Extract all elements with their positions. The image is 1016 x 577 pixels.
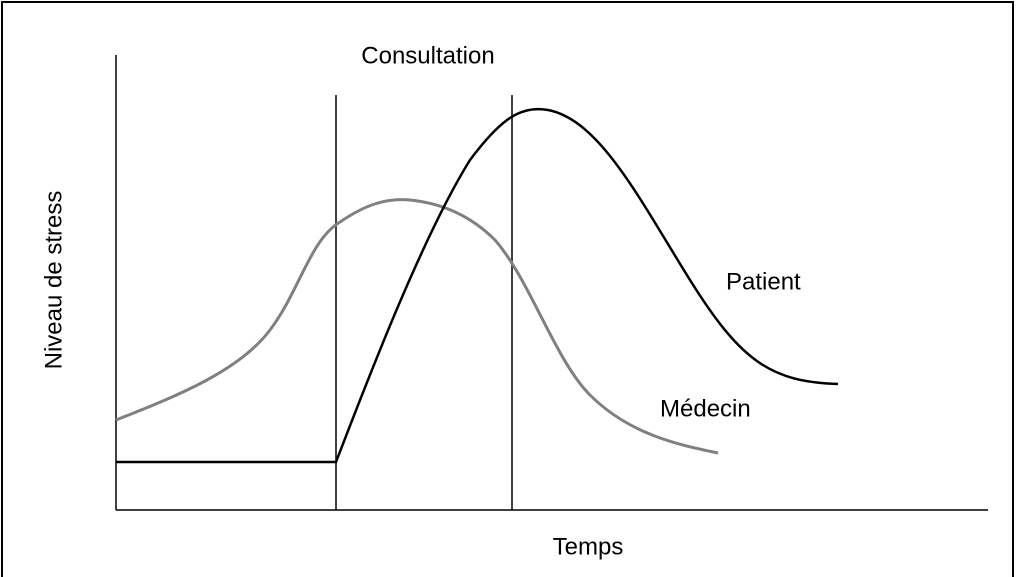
patient-curve	[116, 107, 839, 464]
curve-label: Médecin	[660, 395, 751, 422]
title: Consultation	[361, 42, 494, 69]
y-axis-label: Niveau de stress	[40, 191, 67, 370]
x-axis-label: Temps	[553, 533, 624, 560]
medecin-curve	[115, 198, 719, 455]
curve-label: Patient	[726, 268, 801, 295]
